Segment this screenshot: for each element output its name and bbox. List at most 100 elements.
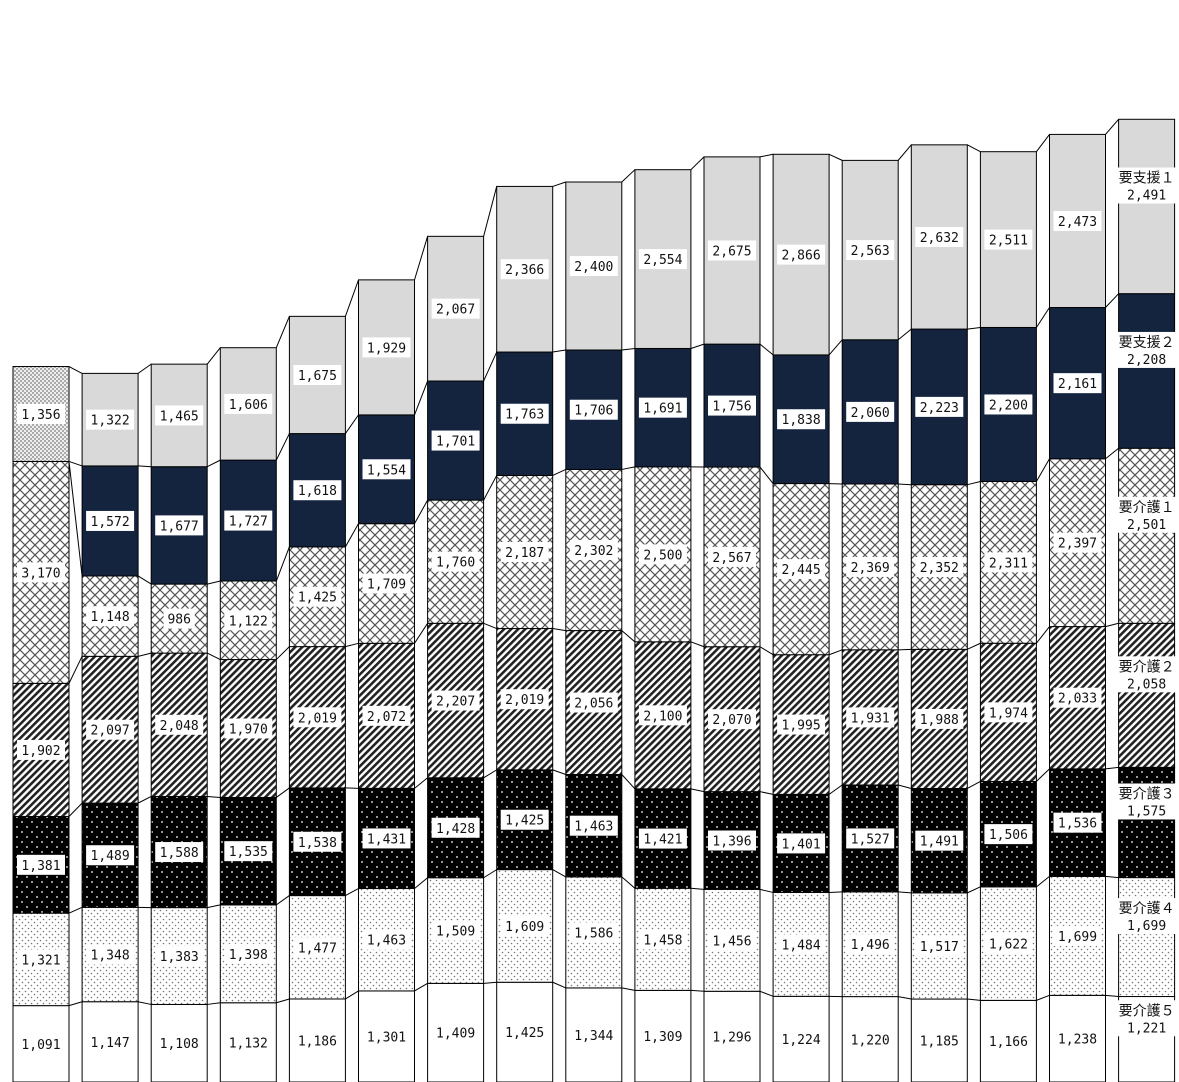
connector-6-2 xyxy=(206,347,221,365)
connector-0-10 xyxy=(759,990,774,997)
data-label-bg-4-6 xyxy=(431,551,480,572)
data-label-bg-6-6 xyxy=(431,298,480,319)
data-label-4-2: 986 xyxy=(167,613,190,628)
data-label-bg-5-6 xyxy=(431,430,480,451)
data-label-2-8: 1,463 xyxy=(574,820,613,835)
data-label-3-10: 2,070 xyxy=(712,713,751,728)
data-label-0-3: 1,132 xyxy=(229,1036,268,1051)
connector-2-14 xyxy=(1036,768,1050,782)
data-label-bg-3-2 xyxy=(155,714,204,735)
data-label-bg-6-9 xyxy=(638,249,687,270)
data-label-bg-3-8 xyxy=(569,692,618,713)
series-name-label-1: 要介護４ xyxy=(1119,901,1175,917)
data-label-bg-4-7 xyxy=(500,541,549,562)
data-label-5-8: 1,706 xyxy=(574,404,613,419)
series-name-label-bg-1 xyxy=(1114,898,1179,935)
data-label-3-6: 2,207 xyxy=(436,695,475,710)
connector-3-15 xyxy=(1105,622,1119,628)
data-label-bg-5-2 xyxy=(155,515,204,536)
data-label-4-0: 3,170 xyxy=(21,566,60,581)
connector-2-5 xyxy=(414,777,428,789)
data-label-bg-4-13 xyxy=(915,557,964,578)
data-label-6-10: 2,675 xyxy=(712,245,751,260)
connector-3-7 xyxy=(552,628,566,632)
data-label-bg-4-12 xyxy=(846,556,895,577)
data-label-bg-5-7 xyxy=(500,403,549,424)
series-name-label-5: 要支援２ xyxy=(1119,335,1175,351)
data-label-3-5: 2,072 xyxy=(367,710,406,725)
connector-2-11 xyxy=(828,784,843,795)
data-label-bg-6-13 xyxy=(915,226,964,247)
data-label-bg-5-5 xyxy=(362,459,411,480)
connector-5-12 xyxy=(897,328,912,341)
data-label-bg-4-0 xyxy=(17,562,65,583)
data-label-3-7: 2,019 xyxy=(505,693,544,708)
data-label-bg-5-3 xyxy=(224,510,273,531)
data-label-bg-0-3 xyxy=(224,1032,273,1053)
data-label-2-10: 1,396 xyxy=(712,835,751,850)
data-label-bg-0-7 xyxy=(500,1022,549,1043)
series-name-label-bg-0 xyxy=(1114,1000,1179,1037)
data-label-1-3: 1,398 xyxy=(229,948,268,963)
data-label-6-4: 1,675 xyxy=(298,369,337,384)
data-label-bg-2-11 xyxy=(777,833,826,854)
connector-4-1 xyxy=(137,575,152,585)
data-label-1-11: 1,484 xyxy=(782,938,821,953)
connector-3-0 xyxy=(68,656,83,684)
data-label-0-9: 1,309 xyxy=(643,1030,682,1045)
bar-segment-series-4-col-16 xyxy=(1118,447,1176,624)
data-label-bg-2-9 xyxy=(638,828,687,849)
data-label-bg-5-12 xyxy=(846,401,895,422)
connector-2-3 xyxy=(276,787,290,798)
data-label-bg-1-1 xyxy=(86,944,135,965)
connector-1-4 xyxy=(345,888,359,897)
data-label-bg-3-14 xyxy=(984,702,1033,723)
connector-5-0 xyxy=(68,460,83,467)
data-label-bg-0-14 xyxy=(984,1031,1033,1052)
connector-4-6 xyxy=(483,475,498,501)
connector-4-4 xyxy=(344,523,359,548)
data-label-4-16: 2,501 xyxy=(1127,518,1166,533)
connector-6-0 xyxy=(68,366,83,374)
data-label-bg-0-11 xyxy=(777,1029,826,1050)
connector-1-13 xyxy=(967,886,981,894)
data-label-3-0: 1,902 xyxy=(21,744,60,759)
series-name-label-6: 要支援１ xyxy=(1119,170,1175,186)
connector-3-11 xyxy=(828,649,843,656)
data-label-2-15: 1,536 xyxy=(1058,817,1097,832)
data-label-2-1: 1,489 xyxy=(91,849,130,864)
data-label-4-6: 1,760 xyxy=(436,556,475,571)
data-label-6-2: 1,465 xyxy=(160,409,199,424)
connector-0-1 xyxy=(137,1001,152,1005)
data-label-bg-1-8 xyxy=(569,922,618,943)
data-label-bg-4-4 xyxy=(293,586,342,607)
data-label-bg-3-4 xyxy=(293,707,342,728)
data-label-1-7: 1,609 xyxy=(505,920,544,935)
connector-6-13 xyxy=(967,144,981,153)
connector-2-10 xyxy=(759,791,774,795)
data-label-bg-0-13 xyxy=(915,1030,964,1051)
data-label-bg-3-11 xyxy=(777,714,826,735)
connector-5-10 xyxy=(759,343,774,356)
connector-5-7 xyxy=(552,349,566,353)
data-label-bg-1-13 xyxy=(915,935,964,956)
connector-1-11 xyxy=(829,891,843,893)
connector-1-3 xyxy=(276,895,290,906)
connector-4-10 xyxy=(759,466,774,484)
data-label-4-15: 2,397 xyxy=(1058,537,1097,552)
data-label-bg-4-2 xyxy=(163,608,195,629)
connector-0-3 xyxy=(276,998,290,1004)
data-label-bg-6-5 xyxy=(362,337,411,358)
connector-3-8 xyxy=(621,630,636,643)
connector-4-7 xyxy=(552,468,567,476)
data-label-6-5: 1,929 xyxy=(367,341,406,356)
connector-2-15 xyxy=(1105,766,1119,770)
data-label-6-11: 2,866 xyxy=(782,249,821,264)
data-label-bg-0-0 xyxy=(17,1033,65,1054)
connector-6-15 xyxy=(1105,118,1119,135)
data-label-bg-3-10 xyxy=(708,709,756,730)
data-label-bg-4-3 xyxy=(224,610,273,631)
connector-0-15 xyxy=(1105,994,1119,998)
data-label-bg-3-9 xyxy=(638,705,687,726)
data-label-5-7: 1,763 xyxy=(505,408,544,423)
